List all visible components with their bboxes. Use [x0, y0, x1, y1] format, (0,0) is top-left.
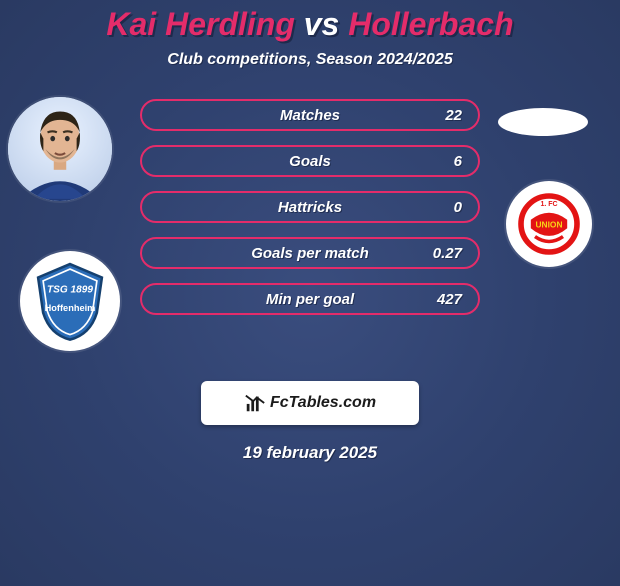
player2-name: Hollerbach	[348, 6, 513, 42]
page-title: Kai Herdling vs Hollerbach	[0, 6, 620, 43]
stat-label: Hattricks	[210, 199, 410, 216]
player1-avatar	[8, 97, 112, 201]
chart-icon	[244, 392, 266, 414]
source-attribution: FcTables.com	[201, 381, 419, 425]
player2-club-badge: 1. FC UNION	[506, 181, 592, 267]
stat-bars: Matches22 Goals6 Hattricks0 Goals per match…	[140, 99, 480, 329]
player1-name: Kai Herdling	[106, 6, 294, 42]
player1-club-badge: TSG 1899 Hoffenheim	[20, 251, 120, 351]
stat-right-value: 0	[410, 199, 462, 216]
stat-row-goals-per-match: Goals per match0.27	[140, 237, 480, 269]
stat-label: Min per goal	[210, 291, 410, 308]
date-text: 19 february 2025	[0, 443, 620, 463]
stat-row-min-per-goal: Min per goal427	[140, 283, 480, 315]
stat-right-value: 6	[410, 153, 462, 170]
stat-right-value: 427	[410, 291, 462, 308]
subtitle: Club competitions, Season 2024/2025	[0, 51, 620, 69]
vs-label: vs	[304, 6, 340, 42]
player2-avatar	[498, 108, 588, 136]
svg-text:TSG 1899: TSG 1899	[47, 285, 93, 296]
stat-row-matches: Matches22	[140, 99, 480, 131]
stat-label: Goals	[210, 153, 410, 170]
stat-right-value: 22	[410, 107, 462, 124]
stat-row-goals: Goals6	[140, 145, 480, 177]
stat-row-hattricks: Hattricks0	[140, 191, 480, 223]
comparison-stage: TSG 1899 Hoffenheim 1. FC UNION Matches2…	[0, 99, 620, 359]
svg-text:UNION: UNION	[536, 220, 563, 230]
svg-text:1. FC: 1. FC	[540, 201, 557, 208]
source-site: FcTables.com	[270, 394, 376, 412]
stat-label: Matches	[210, 107, 410, 124]
stat-label: Goals per match	[210, 245, 410, 262]
svg-text:Hoffenheim: Hoffenheim	[45, 303, 96, 313]
stat-right-value: 0.27	[410, 245, 462, 262]
